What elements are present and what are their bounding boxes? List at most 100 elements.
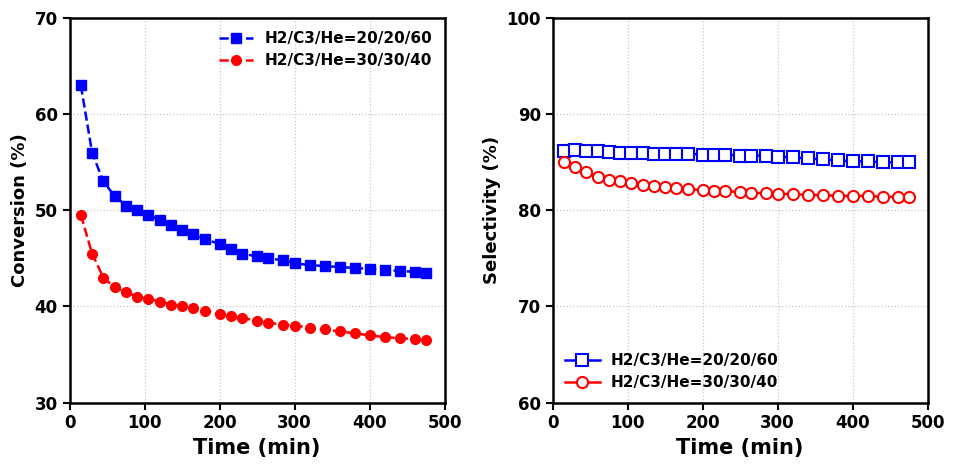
H2/C3/He=20/20/60 [120, 203, 132, 208]
H2/C3/He=30/30/40 [263, 320, 274, 325]
H2/C3/He=20/20/60 [734, 153, 746, 159]
H2/C3/He=20/20/60 [903, 159, 915, 165]
H2/C3/He=30/30/40 [719, 188, 730, 194]
H2/C3/He=20/20/60 [176, 227, 187, 232]
H2/C3/He=30/30/40 [697, 187, 708, 193]
H2/C3/He=30/30/40 [165, 302, 177, 307]
H2/C3/He=20/20/60 [697, 152, 708, 158]
H2/C3/He=20/20/60 [199, 236, 210, 242]
H2/C3/He=20/20/60 [615, 150, 626, 155]
H2/C3/He=30/30/40 [76, 212, 87, 218]
H2/C3/He=30/30/40 [862, 193, 874, 199]
H2/C3/He=30/30/40 [903, 194, 915, 200]
H2/C3/He=20/20/60 [251, 254, 263, 259]
H2/C3/He=20/20/60 [165, 222, 177, 227]
H2/C3/He=20/20/60 [263, 256, 274, 261]
H2/C3/He=20/20/60 [131, 207, 142, 213]
H2/C3/He=30/30/40 [334, 329, 345, 334]
H2/C3/He=30/30/40 [142, 296, 154, 302]
H2/C3/He=30/30/40 [109, 284, 120, 290]
H2/C3/He=30/30/40 [761, 190, 772, 196]
H2/C3/He=20/20/60 [592, 148, 603, 153]
H2/C3/He=30/30/40 [277, 322, 289, 327]
H2/C3/He=30/30/40 [682, 186, 693, 192]
H2/C3/He=20/20/60 [580, 148, 592, 153]
H2/C3/He=30/30/40 [394, 335, 405, 341]
H2/C3/He=20/20/60 [660, 151, 671, 157]
H2/C3/He=20/20/60 [109, 193, 120, 199]
H2/C3/He=30/30/40 [832, 193, 843, 199]
X-axis label: Time (min): Time (min) [677, 438, 804, 458]
H2/C3/He=30/30/40 [199, 309, 210, 314]
H2/C3/He=30/30/40 [734, 189, 746, 195]
H2/C3/He=30/30/40 [570, 164, 581, 170]
H2/C3/He=20/20/60 [349, 265, 360, 271]
H2/C3/He=20/20/60 [277, 257, 289, 263]
H2/C3/He=30/30/40 [176, 303, 187, 309]
H2/C3/He=20/20/60 [771, 154, 783, 159]
Line: H2/C3/He=20/20/60: H2/C3/He=20/20/60 [76, 81, 431, 278]
H2/C3/He=20/20/60 [746, 153, 757, 159]
H2/C3/He=30/30/40 [214, 311, 226, 317]
H2/C3/He=30/30/40 [236, 315, 248, 321]
H2/C3/He=30/30/40 [816, 192, 828, 198]
H2/C3/He=20/20/60 [304, 262, 315, 268]
H2/C3/He=30/30/40 [319, 327, 331, 333]
Y-axis label: Selectivity (%): Selectivity (%) [483, 136, 501, 284]
H2/C3/He=20/20/60 [625, 150, 637, 155]
H2/C3/He=20/20/60 [802, 156, 814, 161]
H2/C3/He=20/20/60 [558, 148, 570, 153]
H2/C3/He=30/30/40 [592, 174, 603, 180]
H2/C3/He=20/20/60 [877, 159, 888, 165]
H2/C3/He=30/30/40 [420, 337, 431, 343]
H2/C3/He=20/20/60 [225, 246, 236, 251]
H2/C3/He=30/30/40 [187, 305, 199, 311]
Line: H2/C3/He=30/30/40: H2/C3/He=30/30/40 [558, 157, 915, 203]
H2/C3/He=20/20/60 [319, 263, 331, 269]
H2/C3/He=30/30/40 [787, 191, 798, 197]
H2/C3/He=20/20/60 [409, 269, 421, 275]
H2/C3/He=20/20/60 [570, 147, 581, 152]
H2/C3/He=30/30/40 [98, 275, 109, 280]
H2/C3/He=20/20/60 [832, 158, 843, 163]
H2/C3/He=30/30/40 [625, 181, 637, 186]
H2/C3/He=30/30/40 [131, 294, 142, 300]
H2/C3/He=20/20/60 [682, 151, 693, 157]
H2/C3/He=20/20/60 [708, 152, 720, 158]
H2/C3/He=30/30/40 [670, 185, 682, 191]
H2/C3/He=30/30/40 [251, 318, 263, 324]
H2/C3/He=30/30/40 [877, 194, 888, 200]
H2/C3/He=20/20/60 [379, 267, 390, 272]
H2/C3/He=20/20/60 [289, 260, 300, 266]
H2/C3/He=30/30/40 [86, 251, 98, 257]
H2/C3/He=30/30/40 [603, 177, 615, 182]
H2/C3/He=20/20/60 [86, 150, 98, 155]
H2/C3/He=30/30/40 [847, 193, 858, 199]
Line: H2/C3/He=20/20/60: H2/C3/He=20/20/60 [558, 144, 915, 168]
H2/C3/He=20/20/60 [892, 159, 903, 165]
H2/C3/He=20/20/60 [142, 212, 154, 218]
H2/C3/He=20/20/60 [603, 149, 615, 154]
H2/C3/He=30/30/40 [660, 184, 671, 190]
Legend: H2/C3/He=20/20/60, H2/C3/He=30/30/40: H2/C3/He=20/20/60, H2/C3/He=30/30/40 [213, 25, 438, 73]
H2/C3/He=30/30/40 [154, 299, 165, 304]
H2/C3/He=20/20/60 [420, 270, 431, 276]
H2/C3/He=20/20/60 [154, 217, 165, 223]
Legend: H2/C3/He=20/20/60, H2/C3/He=30/30/40: H2/C3/He=20/20/60, H2/C3/He=30/30/40 [559, 348, 784, 395]
H2/C3/He=20/20/60 [98, 179, 109, 184]
X-axis label: Time (min): Time (min) [193, 438, 321, 458]
H2/C3/He=20/20/60 [214, 241, 226, 247]
H2/C3/He=30/30/40 [558, 159, 570, 165]
H2/C3/He=30/30/40 [120, 289, 132, 295]
H2/C3/He=30/30/40 [892, 194, 903, 200]
H2/C3/He=30/30/40 [771, 191, 783, 197]
H2/C3/He=30/30/40 [349, 331, 360, 336]
H2/C3/He=20/20/60 [648, 151, 660, 157]
H2/C3/He=20/20/60 [847, 159, 858, 164]
H2/C3/He=30/30/40 [364, 333, 376, 338]
H2/C3/He=30/30/40 [289, 323, 300, 328]
H2/C3/He=20/20/60 [719, 152, 730, 158]
H2/C3/He=20/20/60 [637, 150, 648, 155]
H2/C3/He=20/20/60 [862, 159, 874, 164]
H2/C3/He=20/20/60 [76, 83, 87, 88]
